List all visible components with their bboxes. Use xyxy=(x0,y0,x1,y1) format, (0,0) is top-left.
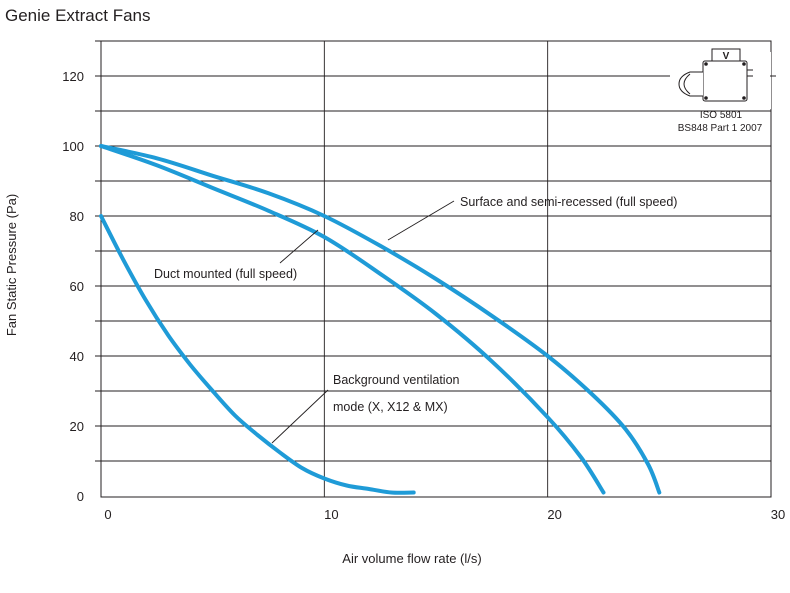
standard-bs: BS848 Part 1 2007 xyxy=(678,123,763,134)
x-tick-label: 20 xyxy=(547,507,561,522)
y-tick-label: 20 xyxy=(70,419,84,434)
x-tick-label: 30 xyxy=(771,507,785,522)
leader-background xyxy=(271,389,329,444)
icon-letter: V xyxy=(723,51,730,62)
annotation-background-line1: Background ventilation xyxy=(333,373,460,387)
annotation-background-line2: mode (X, X12 & MX) xyxy=(333,400,448,414)
annotation-surface: Surface and semi-recessed (full speed) xyxy=(460,195,677,209)
x-tick-labels: 0 10 20 30 xyxy=(104,507,785,522)
y-tick-label: 0 xyxy=(77,489,84,504)
y-tick-label: 120 xyxy=(62,69,84,84)
x-axis-label: Air volume flow rate (l/s) xyxy=(342,551,481,566)
series-line-1 xyxy=(99,144,662,495)
series-group xyxy=(99,144,662,495)
series-line-3 xyxy=(99,214,416,495)
y-tick-label: 40 xyxy=(70,349,84,364)
leader-surface xyxy=(387,200,455,241)
series-line-2 xyxy=(99,144,606,495)
fan-test-rig-icon xyxy=(678,48,776,102)
plot-frame xyxy=(100,40,772,498)
y-tick-label: 60 xyxy=(70,279,84,294)
annotation-duct: Duct mounted (full speed) xyxy=(154,267,297,281)
leader-duct xyxy=(279,229,319,264)
y-axis-label: Fan Static Pressure (Pa) xyxy=(4,194,19,336)
y-tick-label: 80 xyxy=(70,209,84,224)
y-tick-labels: 0 20 40 60 80 100 120 xyxy=(62,69,84,504)
y-tick-label: 100 xyxy=(62,139,84,154)
x-tick-label: 10 xyxy=(324,507,338,522)
standard-iso: ISO 5801 xyxy=(700,110,743,121)
chart-title: Genie Extract Fans xyxy=(5,6,151,25)
x-tick-label: 0 xyxy=(104,507,111,522)
